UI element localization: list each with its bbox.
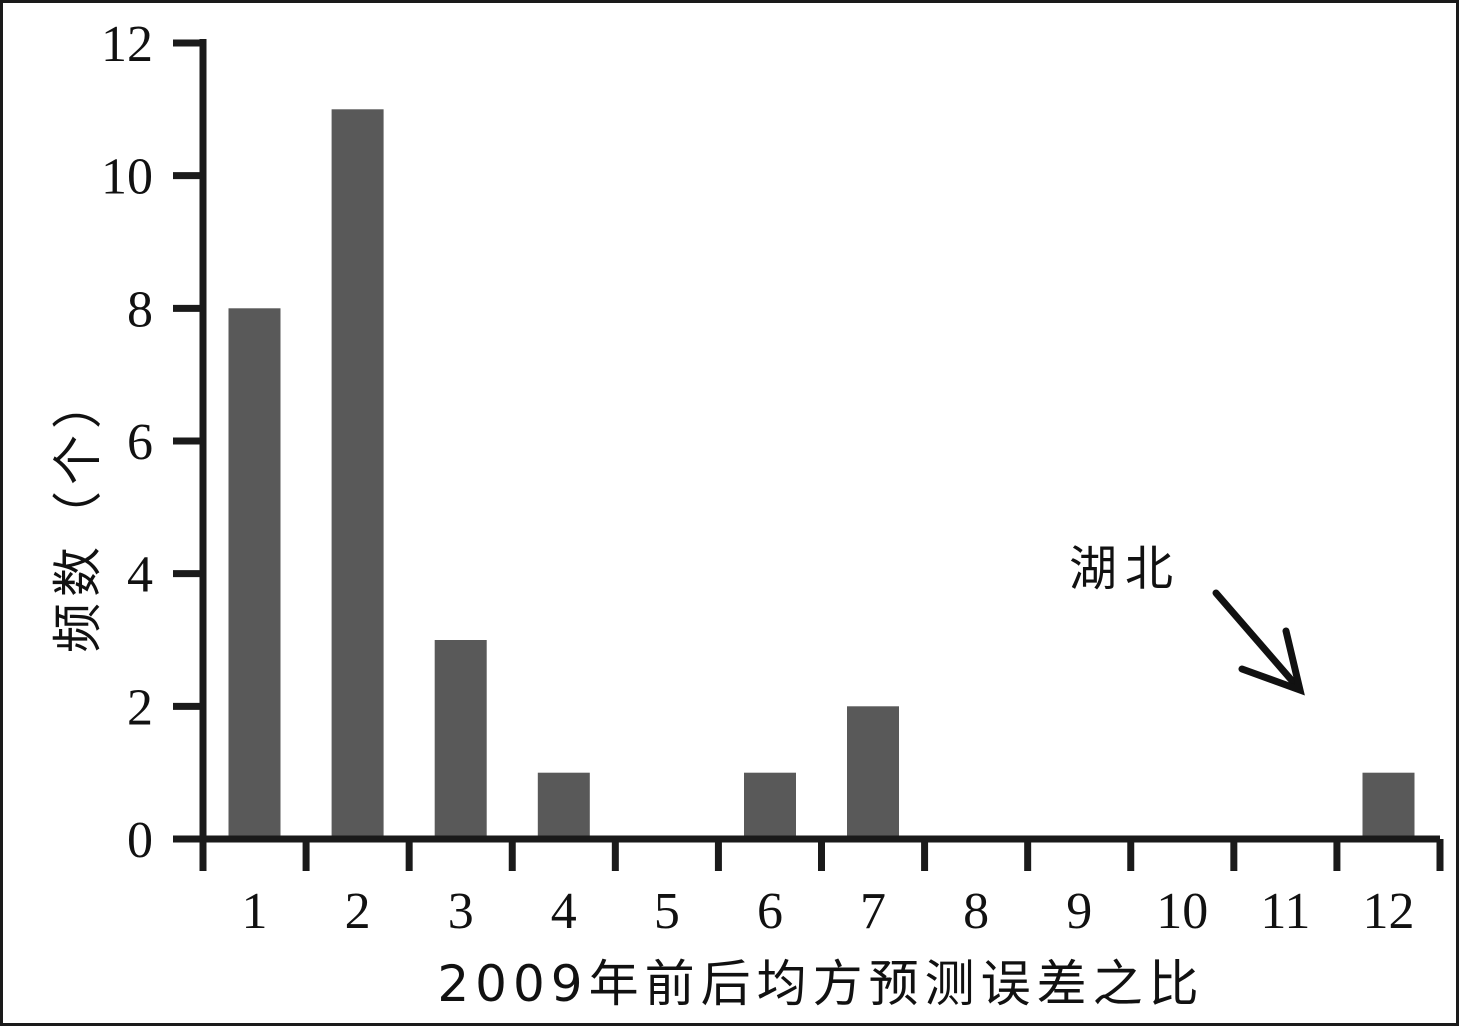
x-tick-label-4: 4 <box>551 883 577 940</box>
x-axis-title: 2009年前后均方预测误差之比 <box>437 955 1204 1013</box>
x-tick-label-3: 3 <box>448 883 474 940</box>
bar-4 <box>537 772 590 839</box>
annotation-arrow <box>1212 589 1305 696</box>
x-tick-label-11: 11 <box>1260 883 1310 940</box>
bar-1 <box>228 308 281 839</box>
bars-group <box>228 109 1415 840</box>
bar-6 <box>744 772 796 839</box>
x-tick-label-10: 10 <box>1156 883 1208 940</box>
x-tick-label-2: 2 <box>345 883 371 940</box>
x-tick-label-1: 1 <box>242 883 268 940</box>
y-tick-label-6: 6 <box>127 414 153 471</box>
y-tick-label-12: 12 <box>101 16 153 73</box>
y-tick-label-8: 8 <box>127 281 153 338</box>
bar-3 <box>434 640 487 839</box>
x-tick-label-12: 12 <box>1363 883 1415 940</box>
x-ticks-group: 1 2 3 4 5 6 7 8 9 10 11 12 <box>199 839 1444 940</box>
y-ticks-group: 0 2 4 6 8 10 12 <box>101 16 203 869</box>
x-tick-label-5: 5 <box>654 883 680 940</box>
bar-7 <box>847 706 899 839</box>
y-tick-label-2: 2 <box>127 679 153 736</box>
x-tick-label-6: 6 <box>757 883 783 940</box>
annotation-label: 湖北 <box>1069 541 1181 597</box>
y-tick-label-4: 4 <box>127 547 153 604</box>
y-tick-label-0: 0 <box>127 812 153 869</box>
x-tick-label-8: 8 <box>963 883 989 940</box>
y-axis-title: 频数（个） <box>49 373 107 653</box>
bar-2 <box>331 109 384 840</box>
x-tick-label-9: 9 <box>1066 883 1092 940</box>
bar-12 <box>1362 772 1415 839</box>
x-tick-label-7: 7 <box>860 883 886 940</box>
y-tick-label-10: 10 <box>101 149 153 206</box>
